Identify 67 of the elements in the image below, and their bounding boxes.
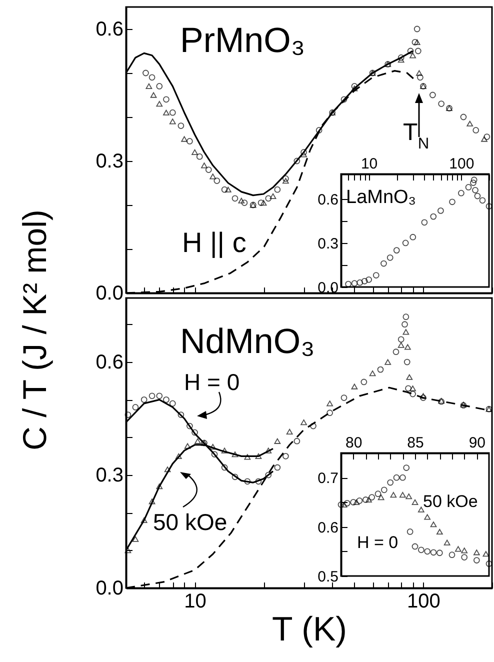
y-tick-label: 0.6 <box>96 352 124 374</box>
y-tick-label: 0.7 <box>318 470 338 488</box>
point <box>362 496 369 503</box>
point <box>393 474 400 481</box>
annotation: 50 kOe <box>423 492 478 511</box>
point <box>436 528 443 535</box>
y-tick-label: 0.6 <box>318 519 338 536</box>
point <box>454 546 462 552</box>
point <box>418 506 424 512</box>
y-tick-label: 0.6 <box>318 191 338 208</box>
text: NdMnO₃ <box>180 322 315 361</box>
point <box>338 501 344 508</box>
x-tick-label: 90 <box>468 434 486 452</box>
annotation: 50 kOe <box>153 509 228 535</box>
point <box>366 496 372 503</box>
text: LaMnO₃ <box>346 187 416 208</box>
y-tick-label: 0.0 <box>96 578 124 600</box>
point <box>368 494 376 500</box>
y-tick-label: 0.0 <box>318 280 338 296</box>
annotation: H = 0 <box>184 369 240 395</box>
point <box>412 499 418 506</box>
point <box>344 500 350 506</box>
point <box>374 490 382 498</box>
point <box>473 550 480 556</box>
point <box>390 492 397 498</box>
point <box>482 551 490 557</box>
point <box>430 522 437 528</box>
x-axis-title: T (K) <box>272 610 347 648</box>
y-tick-label: 0.3 <box>96 150 124 172</box>
y-tick-label: 0.3 <box>318 235 338 252</box>
point <box>436 550 443 556</box>
annotation: H = 0 <box>357 533 398 552</box>
point <box>424 514 431 520</box>
point <box>486 560 492 567</box>
x-tick-label: 100 <box>407 590 440 612</box>
point <box>387 479 394 486</box>
point <box>461 548 468 554</box>
point <box>380 486 388 494</box>
y-tick-label: 0.0 <box>96 282 124 304</box>
point <box>350 499 357 506</box>
point <box>406 493 412 500</box>
point <box>424 548 431 555</box>
x-tick-label: 100 <box>449 156 474 172</box>
point <box>473 557 480 564</box>
point <box>461 554 468 560</box>
x-tick-label: 10 <box>184 590 206 612</box>
point <box>406 528 414 535</box>
point <box>399 474 406 481</box>
x-tick-label: 85 <box>407 434 424 452</box>
y-tick-label: 0.5 <box>318 568 338 586</box>
chart-title: PrMnO₃ <box>180 21 306 60</box>
point <box>412 543 418 550</box>
point <box>418 546 424 554</box>
x-tick-label: 80 <box>345 434 362 452</box>
point <box>353 499 360 506</box>
y-axis-title: C / T (J / K² mol) <box>16 210 54 450</box>
y-tick-label: 0.3 <box>96 464 124 487</box>
x-tick-label: 10 <box>360 156 378 172</box>
point <box>356 498 363 504</box>
point <box>430 549 437 556</box>
y-tick-label: 0.6 <box>96 18 124 40</box>
point <box>444 540 450 546</box>
point <box>399 492 406 498</box>
annotation: H || c <box>182 227 246 258</box>
point <box>378 494 384 500</box>
point <box>448 552 456 558</box>
point <box>403 464 410 471</box>
